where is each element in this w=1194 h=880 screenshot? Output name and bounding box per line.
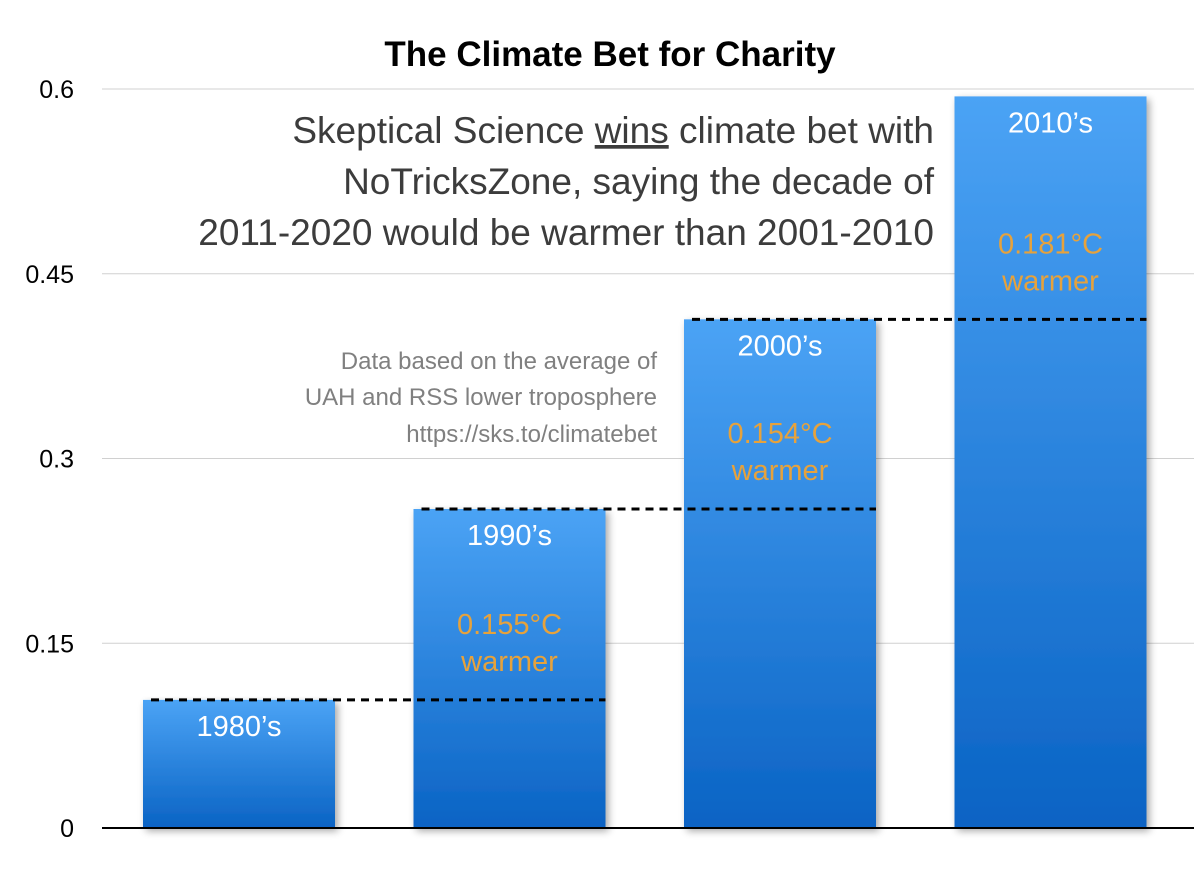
increment-value: 0.155°C — [457, 609, 562, 641]
data-source-note: Data based on the average of UAH and RSS… — [305, 348, 658, 448]
increment-value: 0.154°C — [727, 418, 832, 450]
y-tick-label: 0.3 — [39, 446, 74, 474]
y-tick-label: 0.15 — [25, 630, 74, 658]
y-tick-label: 0.6 — [39, 76, 74, 104]
bar — [954, 96, 1147, 828]
note-line-1: Data based on the average of — [341, 348, 658, 375]
decade-level-lines — [151, 317, 1147, 702]
increment-labels: 0.155°C warmer 0.154°C warmer 0.181°C warmer — [457, 228, 1103, 678]
note-line-3: https://sks.to/climatebet — [406, 421, 657, 448]
headline-line-1-end: climate bet with — [669, 110, 934, 151]
bar-label: 1980’s — [197, 711, 282, 743]
increment-word: warmer — [1001, 265, 1099, 297]
bar-label: 2010’s — [1008, 107, 1093, 139]
y-axis-tick-labels: 0 0.15 0.3 0.45 0.6 — [25, 76, 74, 843]
bar-labels: 1980’s 1990’s 2000’s 2010’s — [197, 107, 1093, 743]
headline-line-1-start: Skeptical Science — [292, 110, 594, 151]
increment-word: warmer — [460, 646, 558, 678]
bar-label: 2000’s — [738, 330, 823, 362]
headline-line-1: Skeptical Science wins climate bet with — [292, 110, 934, 151]
bar — [143, 699, 335, 828]
bar-label: 1990’s — [467, 520, 552, 552]
increment-word: warmer — [731, 455, 829, 487]
y-tick-label: 0 — [60, 815, 74, 843]
headline-annotation: Skeptical Science wins climate bet with … — [198, 110, 934, 253]
bar — [413, 508, 606, 828]
headline-wins-word: wins — [594, 110, 669, 151]
y-tick-label: 0.45 — [25, 261, 74, 289]
headline-line-3: 2011-2020 would be warmer than 2001-2010 — [198, 212, 934, 253]
chart-title: The Climate Bet for Charity — [384, 35, 836, 74]
bars — [143, 96, 1147, 828]
headline-line-2: NoTricksZone, saying the decade of — [343, 161, 935, 202]
bar — [684, 319, 876, 828]
increment-value: 0.181°C — [998, 228, 1103, 260]
note-line-2: UAH and RSS lower troposphere — [305, 384, 657, 411]
